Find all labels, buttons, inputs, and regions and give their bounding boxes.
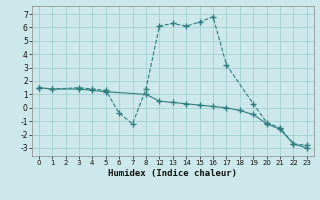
X-axis label: Humidex (Indice chaleur): Humidex (Indice chaleur) bbox=[108, 169, 237, 178]
